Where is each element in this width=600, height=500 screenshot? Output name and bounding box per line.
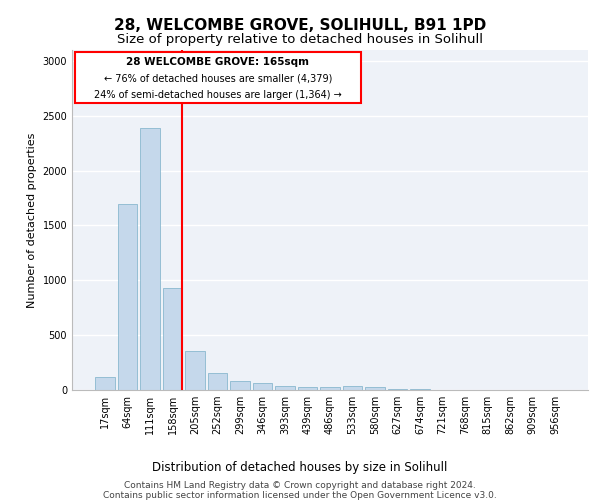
- Bar: [185, 350, 205, 390]
- Bar: [320, 386, 340, 390]
- Text: 28 WELCOMBE GROVE: 165sqm: 28 WELCOMBE GROVE: 165sqm: [126, 58, 309, 68]
- Bar: [95, 377, 115, 390]
- Bar: [365, 386, 385, 390]
- Bar: [140, 128, 160, 390]
- Bar: [253, 384, 272, 390]
- Text: Contains HM Land Registry data © Crown copyright and database right 2024.: Contains HM Land Registry data © Crown c…: [124, 480, 476, 490]
- FancyBboxPatch shape: [74, 52, 361, 102]
- Text: Size of property relative to detached houses in Solihull: Size of property relative to detached ho…: [117, 32, 483, 46]
- Bar: [298, 386, 317, 390]
- Text: 24% of semi-detached houses are larger (1,364) →: 24% of semi-detached houses are larger (…: [94, 90, 341, 100]
- Bar: [388, 389, 407, 390]
- Bar: [163, 288, 182, 390]
- Bar: [230, 381, 250, 390]
- Text: ← 76% of detached houses are smaller (4,379): ← 76% of detached houses are smaller (4,…: [104, 74, 332, 84]
- Text: Contains public sector information licensed under the Open Government Licence v3: Contains public sector information licen…: [103, 490, 497, 500]
- Bar: [118, 204, 137, 390]
- Text: 28, WELCOMBE GROVE, SOLIHULL, B91 1PD: 28, WELCOMBE GROVE, SOLIHULL, B91 1PD: [114, 18, 486, 32]
- Text: Distribution of detached houses by size in Solihull: Distribution of detached houses by size …: [152, 461, 448, 474]
- Bar: [208, 373, 227, 390]
- Y-axis label: Number of detached properties: Number of detached properties: [27, 132, 37, 308]
- Bar: [343, 386, 362, 390]
- Bar: [275, 386, 295, 390]
